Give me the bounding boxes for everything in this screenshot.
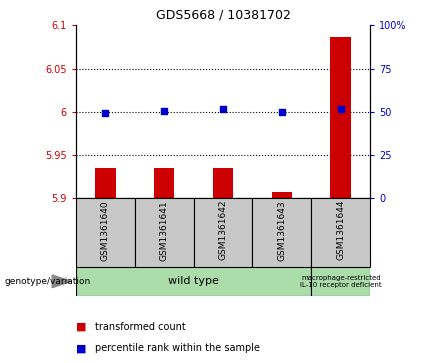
Bar (76, 267, 311, 296)
Bar (311, 267, 370, 296)
Text: percentile rank within the sample: percentile rank within the sample (95, 343, 260, 354)
Bar (154, 168, 174, 198)
Bar (213, 168, 233, 198)
Text: GSM1361641: GSM1361641 (160, 200, 168, 261)
Bar (135, 198, 194, 267)
Bar (194, 198, 252, 267)
Bar (330, 37, 351, 198)
Bar (95, 168, 116, 198)
Point (220, 106, 226, 112)
Point (161, 108, 168, 114)
Polygon shape (52, 275, 71, 287)
Text: GSM1361642: GSM1361642 (219, 200, 227, 260)
Text: macrophage-restricted
IL-10 receptor deficient: macrophage-restricted IL-10 receptor def… (300, 274, 381, 288)
Point (278, 110, 285, 115)
Text: GSM1361640: GSM1361640 (101, 200, 110, 261)
Text: transformed count: transformed count (95, 322, 186, 332)
Text: ■: ■ (76, 322, 86, 332)
Point (102, 110, 109, 116)
Text: genotype/variation: genotype/variation (4, 277, 90, 286)
Text: GSM1361644: GSM1361644 (336, 200, 345, 260)
Text: ■: ■ (76, 343, 86, 354)
Bar (76, 198, 135, 267)
Title: GDS5668 / 10381702: GDS5668 / 10381702 (155, 8, 291, 21)
Text: GSM1361643: GSM1361643 (278, 200, 286, 261)
Bar (252, 198, 311, 267)
Text: wild type: wild type (168, 276, 219, 286)
Bar (271, 192, 292, 198)
Bar (311, 198, 370, 267)
Point (337, 106, 344, 112)
